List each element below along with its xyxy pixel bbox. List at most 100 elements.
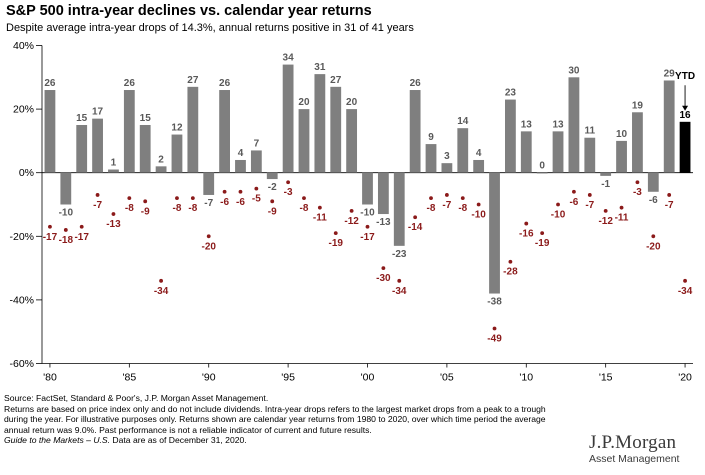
return-label: 4 [476,148,482,159]
chart-area: 40%20%0%-20%-40%-60%26-17'80-10-1815-171… [9,40,695,384]
decline-label: -8 [188,203,197,214]
return-bar [123,90,135,173]
decline-label: -7 [93,200,102,211]
y-tick-label: -60% [9,358,34,370]
return-bar [282,64,294,173]
return-label: -10 [360,208,375,219]
decline-label: -28 [503,267,518,278]
decline-label: -8 [458,203,467,214]
decline-dot [492,326,497,331]
decline-dot [222,189,227,194]
return-bar [505,99,516,173]
logo-subtitle: Asset Management [589,453,680,465]
decline-dot [238,189,243,194]
decline-dot [572,189,576,194]
return-label: -6 [649,195,658,206]
footnotes: Source: FactSet, Standard & Poor's, J.P.… [4,393,604,446]
y-tick-label: -20% [9,231,34,243]
decline-dot [302,196,306,201]
decline-dot [143,199,148,204]
decline-dot [524,221,529,226]
return-bar [250,150,262,173]
decline-label: -7 [585,200,594,211]
return-label: -10 [59,208,74,219]
decline-dot [429,196,433,201]
return-label: 15 [76,113,88,124]
return-label: 0 [539,161,545,172]
decline-dot [619,205,624,210]
decline-label: -34 [392,286,407,297]
decline-label: -17 [74,232,89,243]
decline-dot [333,231,338,236]
return-bar [473,159,485,173]
return-label: 1 [111,158,117,169]
decline-dot [270,199,275,204]
return-label: 20 [346,97,358,108]
decline-dot [508,259,513,264]
decline-label: -19 [535,238,550,249]
decline-dot [651,234,656,239]
x-tick-label: '20 [678,372,692,384]
return-label: 29 [664,68,676,79]
return-label: 34 [283,53,295,64]
x-tick-label: '95 [281,372,295,384]
return-label: -13 [376,217,391,228]
footnote-line-3: annual return was 9.0%. Past performance… [4,424,372,435]
return-bar [616,140,627,173]
ytd-label: YTD [675,71,695,82]
decline-dot [190,196,195,201]
return-bar [139,125,151,173]
return-bar [362,172,373,205]
return-bar [425,144,437,173]
decline-label: -7 [665,200,674,211]
decline-dot [63,228,68,232]
decline-dot [667,193,672,197]
x-tick-label: '90 [202,372,216,384]
decline-dot [175,196,179,201]
decline-dot [79,224,84,229]
return-label: 9 [428,132,434,143]
footnote-source: Source: FactSet, Standard & Poor's, J.P.… [4,393,269,403]
return-bar [552,131,564,173]
decline-label: -11 [313,213,327,224]
return-bar [520,131,532,173]
return-label: 23 [505,88,517,99]
y-tick-label: 40% [13,40,34,52]
return-bar [298,109,310,173]
guide-date: Data are as of December 31, 2020. [110,435,247,446]
decline-label: -11 [615,213,629,224]
decline-label: -12 [598,216,613,227]
return-label: 27 [187,75,199,86]
decline-dot [460,196,465,201]
decline-label: -6 [236,197,245,208]
decline-dot [286,180,291,185]
decline-dot [397,278,402,283]
decline-label: -20 [646,241,661,252]
return-label: 12 [171,123,183,134]
decline-label: -49 [487,334,502,345]
return-bar [536,172,548,174]
x-tick-label: '85 [122,372,136,384]
return-label: 14 [457,116,469,127]
chart-title: S&P 500 intra-year declines vs. calendar… [6,3,372,19]
y-tick-label: -40% [9,294,34,306]
return-bar [155,166,167,173]
return-bar [409,90,421,173]
return-bar [314,74,326,173]
return-bar [108,169,119,173]
jpmorgan-logo: J.P.Morgan Asset Management [589,432,679,465]
x-tick-label: '05 [440,372,454,384]
decline-label: -6 [220,197,229,208]
decline-label: -12 [344,216,359,227]
return-label: 26 [219,78,231,89]
logo-name: J.P.Morgan [589,432,677,453]
decline-label: -3 [284,187,293,198]
return-bar [187,86,199,173]
return-bar [441,163,453,173]
return-label: 10 [616,129,628,140]
return-bar [266,172,278,180]
y-tick-label: 0% [19,167,34,179]
return-bar [663,80,675,173]
return-label: 15 [140,113,152,124]
decline-label: -3 [633,187,642,198]
